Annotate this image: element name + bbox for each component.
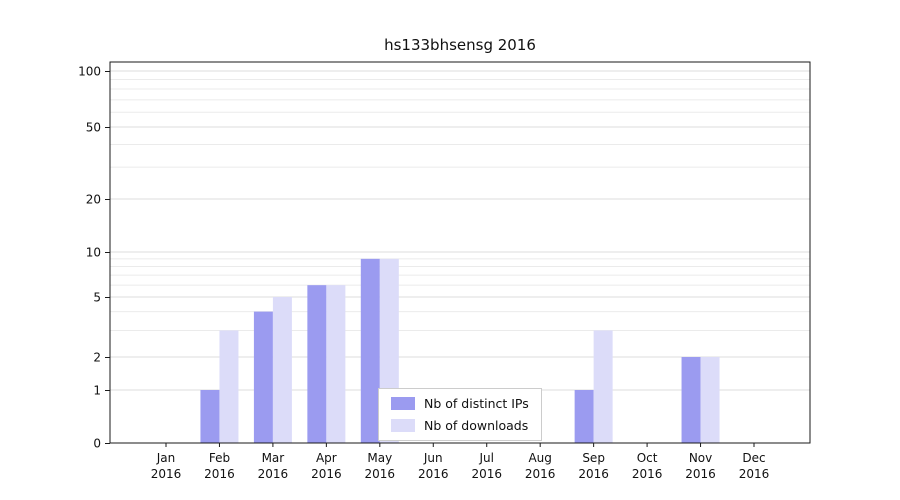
bar-distinct-ips-may <box>360 258 380 443</box>
bar-distinct-ips-sep <box>574 390 594 443</box>
x-label-month-jul: Jul <box>478 451 493 465</box>
y-tick-label-20: 20 <box>86 193 101 207</box>
y-tick-label-10: 10 <box>86 246 101 260</box>
x-label-year-jun: 2016 <box>418 467 449 481</box>
x-label-year-feb: 2016 <box>204 467 235 481</box>
y-tick-label-100: 100 <box>78 65 101 79</box>
legend-label-downloads: Nb of downloads <box>424 418 529 433</box>
bar-distinct-ips-mar <box>253 311 273 443</box>
legend-label-distinct-ips: Nb of distinct IPs <box>424 396 529 411</box>
x-label-year-jan: 2016 <box>151 467 182 481</box>
x-label-month-oct: Oct <box>637 451 658 465</box>
bar-downloads-nov <box>700 357 720 443</box>
chart-legend: Nb of distinct IPs Nb of downloads <box>378 388 542 441</box>
bar-distinct-ips-apr <box>307 285 327 443</box>
x-label-year-apr: 2016 <box>311 467 342 481</box>
y-tick-label-2: 2 <box>93 351 101 365</box>
bar-downloads-sep <box>593 330 613 443</box>
x-label-year-mar: 2016 <box>258 467 289 481</box>
legend-item-distinct-ips: Nb of distinct IPs <box>391 396 529 411</box>
x-label-month-nov: Nov <box>689 451 712 465</box>
x-label-year-may: 2016 <box>365 467 396 481</box>
y-tick-label-5: 5 <box>93 291 101 305</box>
bar-distinct-ips-nov <box>681 357 701 443</box>
x-label-year-sep: 2016 <box>578 467 609 481</box>
legend-swatch-downloads <box>391 419 415 432</box>
x-label-month-aug: Aug <box>528 451 551 465</box>
x-label-year-aug: 2016 <box>525 467 556 481</box>
bar-downloads-mar <box>272 297 292 443</box>
x-label-year-dec: 2016 <box>739 467 770 481</box>
chart-title: hs133bhsensg 2016 <box>384 36 536 54</box>
bar-downloads-feb <box>219 330 239 443</box>
x-label-month-mar: Mar <box>262 451 285 465</box>
x-label-year-jul: 2016 <box>471 467 502 481</box>
y-tick-label-0: 0 <box>93 437 101 451</box>
y-tick-label-50: 50 <box>86 121 101 135</box>
x-label-year-nov: 2016 <box>685 467 716 481</box>
x-label-month-jan: Jan <box>156 451 176 465</box>
bar-downloads-apr <box>326 285 346 443</box>
legend-item-downloads: Nb of downloads <box>391 418 529 433</box>
y-tick-label-1: 1 <box>93 384 101 398</box>
x-label-month-sep: Sep <box>582 451 605 465</box>
x-label-month-dec: Dec <box>742 451 765 465</box>
x-label-year-oct: 2016 <box>632 467 663 481</box>
bar-distinct-ips-feb <box>200 390 220 443</box>
x-label-month-apr: Apr <box>316 451 337 465</box>
legend-swatch-distinct-ips <box>391 397 415 410</box>
x-label-month-feb: Feb <box>209 451 230 465</box>
x-label-month-may: May <box>367 451 392 465</box>
x-label-month-jun: Jun <box>423 451 443 465</box>
